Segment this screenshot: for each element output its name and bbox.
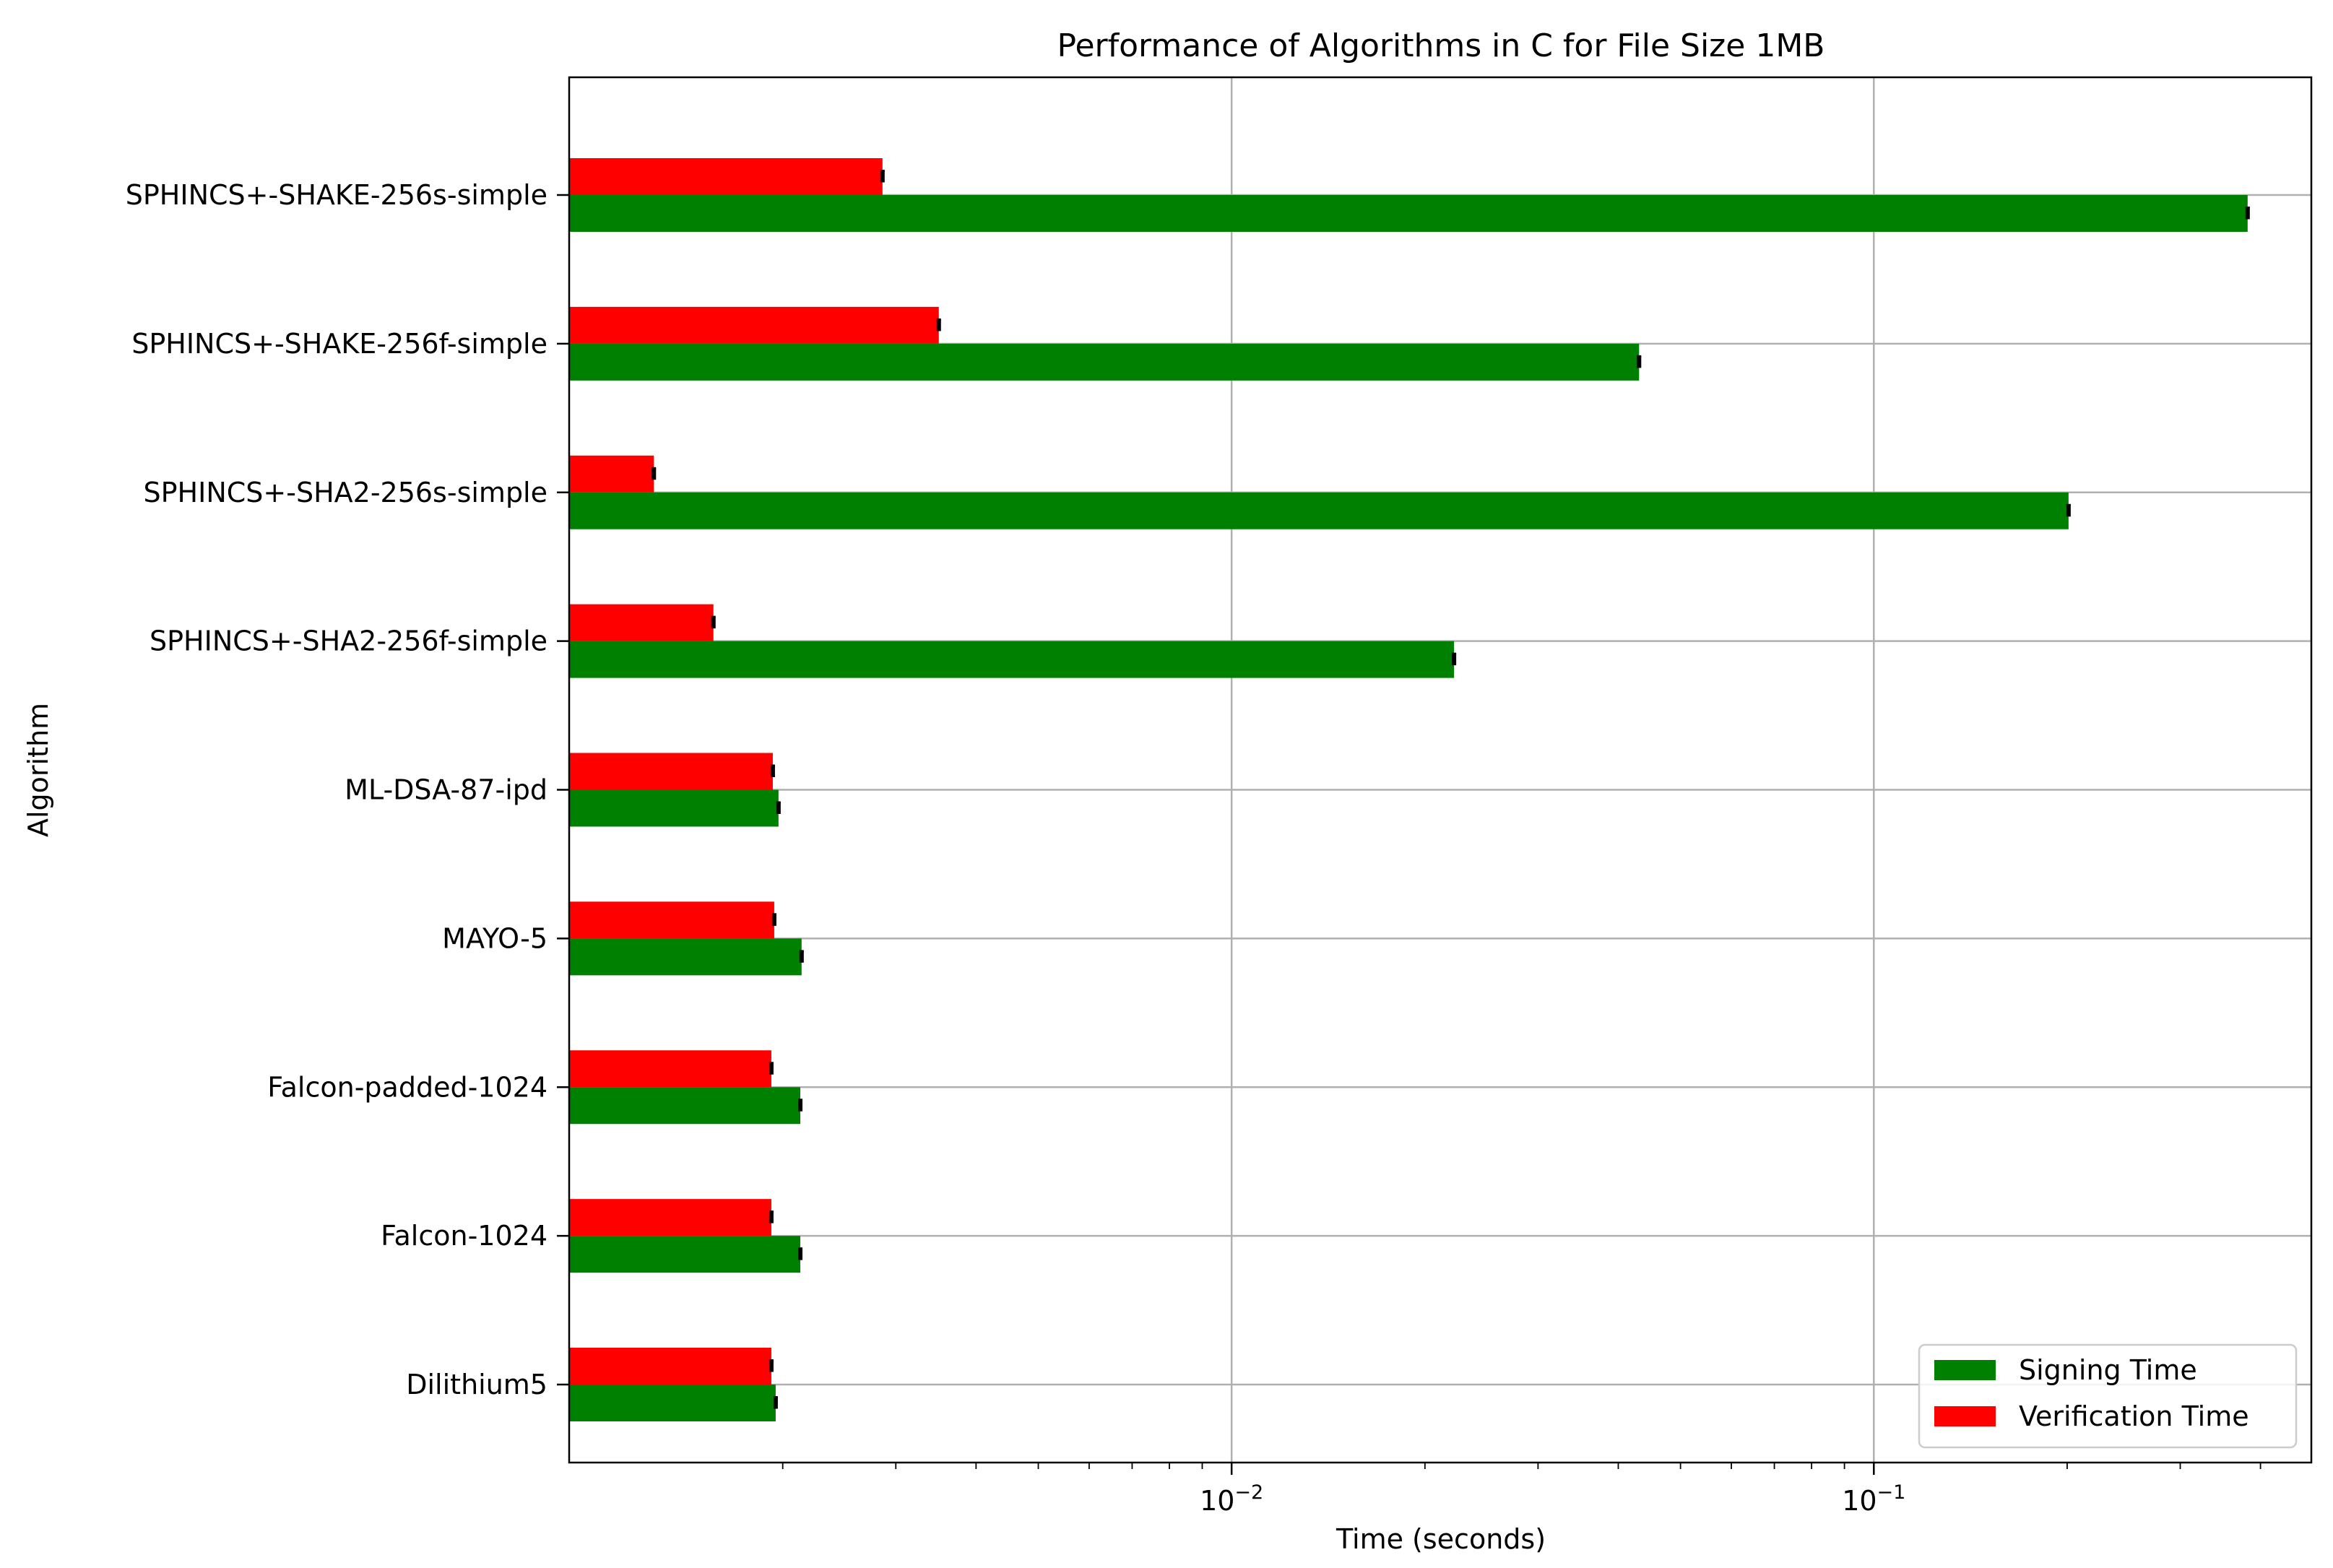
bars bbox=[569, 158, 2248, 1421]
y-tick-label-3: MAYO-5 bbox=[442, 922, 547, 954]
bar-verification-5 bbox=[569, 604, 714, 641]
y-axis-ticks: Dilithium5 Falcon-1024 Falcon-padded-1024 M… bbox=[126, 179, 569, 1400]
legend: Signing Time Verification Time bbox=[1918, 1343, 2298, 1449]
error-bar-0-1 bbox=[797, 1248, 802, 1260]
error-bar-0-8 bbox=[2245, 207, 2250, 220]
bar-signing-1 bbox=[569, 1236, 800, 1273]
error-bar-0-5 bbox=[1452, 654, 1457, 666]
y-tick-label-7: SPHINCS+-SHAKE-256f-simple bbox=[131, 328, 547, 360]
legend-label-verification: Verification Time bbox=[2019, 1400, 2249, 1432]
error-bar-1-6 bbox=[652, 468, 657, 480]
error-bar-0-6 bbox=[2066, 505, 2071, 517]
plot-frame bbox=[568, 76, 2313, 1464]
y-tick-label-5: SPHINCS+-SHA2-256f-simple bbox=[150, 625, 547, 657]
legend-box bbox=[1918, 1343, 2298, 1449]
bar-verification-3 bbox=[569, 901, 774, 939]
y-axis-label: Algorithm bbox=[22, 703, 54, 837]
x-axis-label: Time (seconds) bbox=[1336, 1523, 1546, 1555]
bar-verification-7 bbox=[569, 306, 939, 344]
bar-verification-4 bbox=[569, 753, 773, 790]
error-bar-0-0 bbox=[773, 1397, 778, 1409]
y-tick-label-8: SPHINCS+-SHAKE-256s-simple bbox=[126, 179, 547, 211]
legend-swatch-signing bbox=[1934, 1360, 1996, 1380]
error-bar-1-1 bbox=[769, 1211, 774, 1223]
error-bar-0-3 bbox=[799, 950, 804, 963]
bar-verification-0 bbox=[569, 1348, 771, 1385]
error-bar-1-3 bbox=[771, 914, 776, 926]
error-bar-0-7 bbox=[1637, 356, 1642, 368]
bar-signing-2 bbox=[569, 1087, 800, 1125]
error-bar-1-8 bbox=[880, 170, 885, 183]
bar-signing-3 bbox=[569, 938, 802, 976]
bar-verification-6 bbox=[569, 455, 654, 493]
y-tick-label-4: ML-DSA-87-ipd bbox=[345, 774, 547, 806]
y-tick-label-0: Dilithium5 bbox=[406, 1369, 547, 1400]
error-bar-1-5 bbox=[711, 617, 716, 629]
bar-verification-8 bbox=[569, 158, 883, 195]
bar-signing-4 bbox=[569, 789, 779, 827]
bar-signing-6 bbox=[569, 492, 2069, 529]
chart-title: Performance of Algorithms in C for File … bbox=[1057, 27, 1825, 64]
bar-signing-0 bbox=[569, 1385, 776, 1421]
y-tick-label-1: Falcon-1024 bbox=[381, 1220, 547, 1252]
bar-signing-8 bbox=[569, 195, 2248, 232]
bar-verification-2 bbox=[569, 1050, 771, 1088]
y-tick-label-6: SPHINCS+-SHA2-256s-simple bbox=[144, 477, 548, 508]
error-bar-1-7 bbox=[936, 319, 941, 332]
legend-label-signing: Signing Time bbox=[2019, 1354, 2197, 1386]
bar-verification-1 bbox=[569, 1199, 771, 1236]
error-bar-1-0 bbox=[769, 1360, 774, 1372]
error-bar-0-2 bbox=[797, 1099, 802, 1112]
error-bar-0-4 bbox=[776, 802, 781, 814]
error-bar-1-2 bbox=[769, 1062, 774, 1075]
y-tick-label-2: Falcon-padded-1024 bbox=[267, 1071, 547, 1103]
legend-swatch-verification bbox=[1934, 1406, 1996, 1426]
bar-signing-7 bbox=[569, 343, 1640, 381]
bar-signing-5 bbox=[569, 641, 1455, 678]
x-axis-ticks: 10−2 10−1 bbox=[782, 1463, 2261, 1517]
x-tick-label-0: 10−2 bbox=[1200, 1481, 1263, 1517]
error-bars bbox=[652, 170, 2250, 1409]
x-tick-label-1: 10−1 bbox=[1842, 1481, 1905, 1517]
error-bar-1-4 bbox=[770, 766, 775, 777]
